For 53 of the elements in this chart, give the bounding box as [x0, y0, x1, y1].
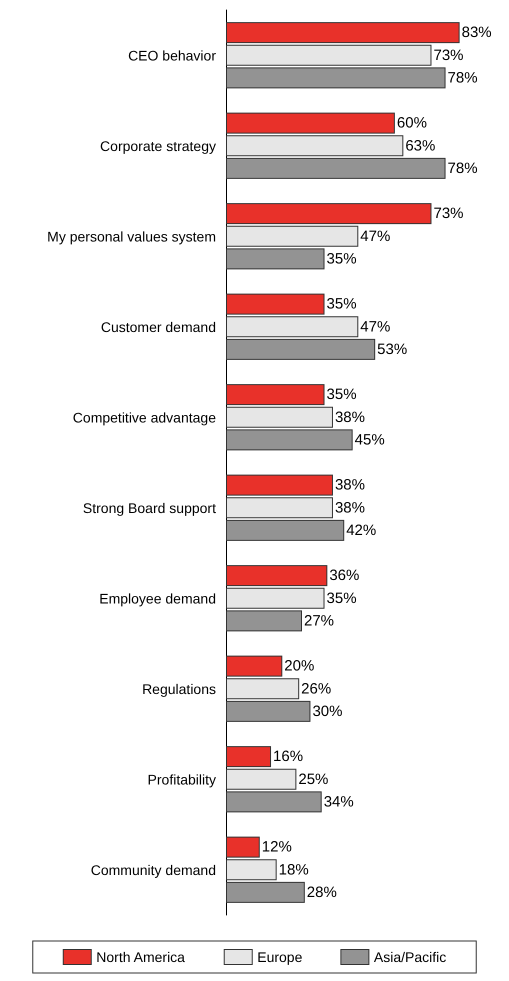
- data-label: 35%: [326, 250, 357, 268]
- bar: [226, 203, 432, 224]
- bar: [226, 565, 328, 586]
- y-tick-label: Customer demand: [100, 318, 216, 335]
- data-label: 78%: [448, 69, 478, 86]
- bar: [226, 746, 272, 768]
- bar: [226, 294, 325, 315]
- bar: [226, 384, 325, 406]
- data-label: 38%: [334, 499, 365, 516]
- bar: [226, 656, 282, 677]
- y-tick-label: Employee demand: [99, 590, 216, 606]
- legend-label: Europe: [257, 949, 303, 965]
- data-label: 36%: [329, 567, 360, 584]
- data-label: 60%: [396, 114, 427, 132]
- data-label: 47%: [360, 228, 390, 245]
- data-label: 53%: [377, 340, 408, 358]
- y-tick-label: CEO behavior: [128, 47, 216, 64]
- data-label: 25%: [298, 770, 328, 788]
- data-label: 73%: [433, 205, 464, 222]
- data-label: 12%: [262, 838, 292, 856]
- data-label: 42%: [346, 522, 376, 539]
- y-tick-label: Corporate strategy: [100, 138, 216, 154]
- data-label: 45%: [354, 431, 385, 448]
- data-label: 20%: [284, 658, 314, 675]
- data-label: 18%: [278, 861, 309, 878]
- bar: [226, 22, 460, 44]
- data-label: 38%: [334, 476, 365, 494]
- legend-label: North America: [96, 949, 186, 965]
- y-tick-label: Competitive advantage: [72, 409, 216, 426]
- bar: [226, 112, 395, 134]
- data-label: 28%: [306, 884, 337, 901]
- data-label: 47%: [360, 318, 390, 336]
- data-label: 30%: [312, 702, 342, 720]
- data-label: 35%: [326, 386, 357, 404]
- data-label: 34%: [324, 793, 354, 810]
- y-tick-label: Regulations: [142, 680, 216, 697]
- data-label: 83%: [462, 24, 492, 42]
- data-label: 63%: [405, 137, 436, 154]
- data-label: 35%: [326, 590, 357, 607]
- data-label: 73%: [433, 46, 464, 64]
- data-label: 38%: [334, 408, 365, 426]
- y-tick-label: Profitability: [148, 771, 216, 788]
- legend-label: Asia/Pacific: [374, 949, 446, 965]
- y-tick-label: Community demand: [90, 862, 216, 878]
- data-label: 35%: [326, 296, 357, 313]
- data-label: 78%: [448, 160, 478, 177]
- data-label: 16%: [273, 748, 304, 766]
- data-label: 26%: [301, 680, 332, 698]
- bar: [226, 474, 333, 496]
- data-label: 27%: [304, 612, 334, 630]
- y-tick-label: Strong Board support: [82, 500, 216, 516]
- bar: [226, 836, 260, 858]
- y-tick-label: My personal values system: [47, 228, 216, 244]
